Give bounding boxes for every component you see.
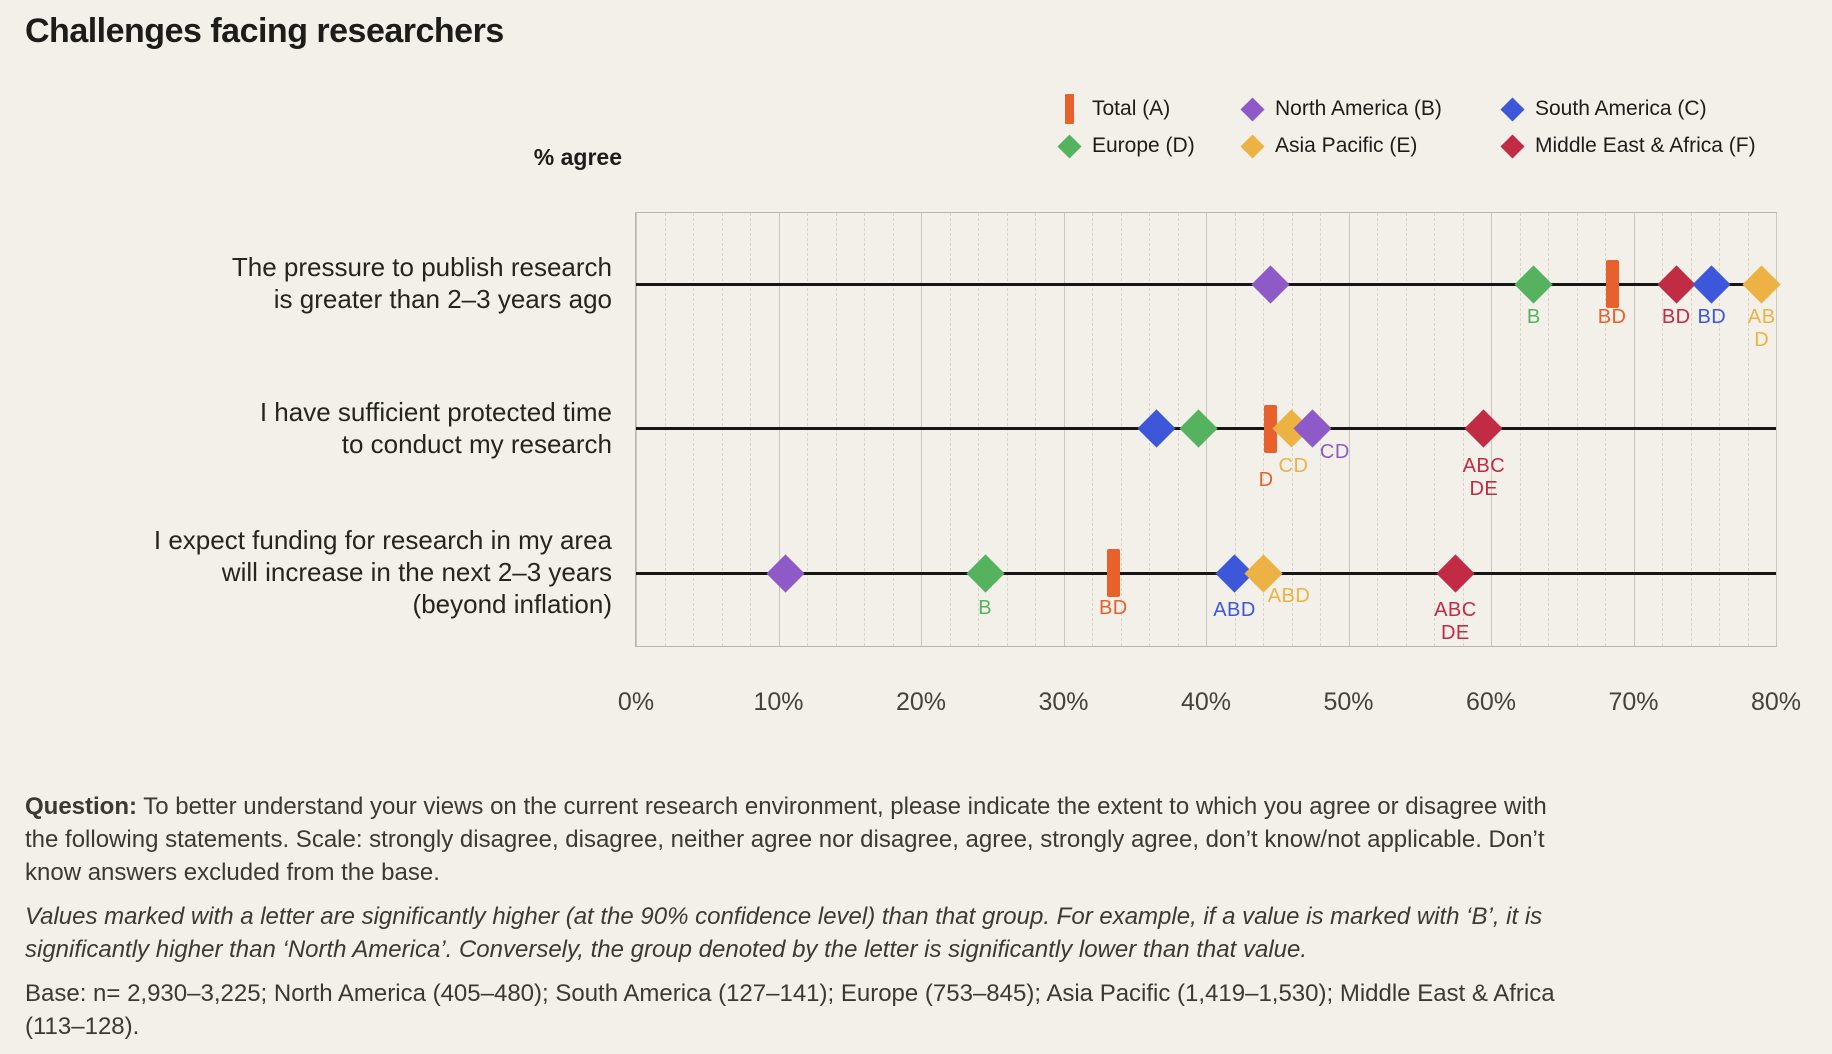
significance-label-line: BD	[1697, 306, 1727, 328]
marker-d-diamond	[1179, 409, 1218, 448]
significance-label: BD	[1616, 306, 1736, 329]
significance-label: BD	[1652, 306, 1772, 329]
statement-label-line: will increase in the next 2–3 years	[221, 557, 612, 587]
marker-b-diamond	[1251, 264, 1290, 304]
significance-label: CD	[1234, 455, 1354, 478]
statement-label: I expect funding for research in my area…	[0, 524, 612, 620]
marker-total-bar	[1263, 404, 1277, 453]
x-axis-tick-label: 80%	[1750, 688, 1802, 716]
statement-label-line: The pressure to publish research	[231, 252, 612, 282]
x-axis-tick-label: 70%	[1608, 688, 1659, 716]
significance-label-line: ABD	[1267, 585, 1311, 607]
legend-label: North America (B)	[1275, 97, 1442, 120]
chart-legend: Total (A) North America (B) South America …	[1057, 94, 1756, 161]
statement-label-line: is greater than 2–3 years ago	[273, 284, 612, 314]
marker-total-bar	[1605, 260, 1619, 308]
legend-label: Europe (D)	[1092, 134, 1195, 157]
x-axis-tick-label: 40%	[1180, 688, 1232, 716]
axis-label-percent-agree: % agree	[533, 144, 622, 170]
significance-label-line: BD	[1098, 597, 1128, 619]
significance-label: ABD	[1229, 585, 1349, 608]
chart-plot-area: B BD BD BD AB D D CD CD ABC DE B BD ABD ABD ABC DE 0% 10% 2…	[618, 212, 1801, 716]
significance-label: BD	[1053, 597, 1173, 620]
footer-notes: Question: To better understand your view…	[25, 790, 1557, 1054]
marker-f-diamond	[1464, 409, 1503, 448]
significance-note: Values marked with a letter are signific…	[25, 903, 1543, 963]
significance-label: BD	[1552, 306, 1672, 329]
diamond-swatch-icon	[1240, 96, 1265, 122]
statement-label: The pressure to publish research is great…	[0, 251, 612, 315]
question-label: Question:	[25, 793, 137, 820]
significance-label-line: ABC	[1462, 454, 1506, 477]
legend-label: Total (A)	[1092, 97, 1171, 120]
significance-label: B	[1474, 306, 1594, 329]
bar-swatch-icon	[1065, 94, 1074, 124]
x-axis-tick-label: 10%	[753, 688, 804, 716]
significance-label-line: B	[978, 597, 993, 619]
statement-label-line: I have sufficient protected time	[259, 396, 612, 427]
statement-label-line: to conduct my research	[341, 428, 612, 459]
marker-b-diamond	[766, 553, 805, 593]
significance-label-line: D	[1258, 468, 1274, 491]
gridline-major	[1776, 213, 1777, 646]
legend-label: South America (C)	[1535, 97, 1707, 120]
diamond-swatch-icon	[1057, 133, 1082, 159]
legend-item-e: Asia Pacific (E)	[1240, 131, 1501, 161]
diamond-swatch-icon	[1240, 133, 1265, 159]
significance-label-line: DE	[1469, 477, 1499, 500]
significance-label: ABC DE	[1424, 455, 1544, 501]
statement-label-line: I expect funding for research in my area	[153, 525, 612, 555]
significance-label-line: DE	[1440, 622, 1470, 644]
base-note: Base: n= 2,930–3,225; North America (405…	[25, 980, 1555, 1040]
legend-label: Middle East & Africa (F)	[1535, 134, 1756, 157]
question-paragraph: Question: To better understand your view…	[25, 790, 1557, 889]
significance-label-line: BD	[1661, 306, 1691, 328]
statement-label-line: (beyond inflation)	[412, 589, 612, 619]
page-title: Challenges facing researchers	[25, 12, 504, 50]
diamond-swatch-icon	[1500, 133, 1525, 159]
significance-label-line: CD	[1278, 454, 1309, 477]
significance-label: CD	[1275, 441, 1395, 464]
marker-d-diamond	[966, 553, 1005, 593]
significance-label: ABD	[1175, 599, 1295, 622]
x-axis-tick-label: 50%	[1323, 688, 1374, 716]
significance-label-line: BD	[1597, 306, 1627, 328]
marker-c-diamond	[1692, 264, 1731, 304]
statement-baseline	[636, 282, 1776, 286]
significance-label-line: ABD	[1213, 599, 1256, 621]
x-axis-tick-label: 30%	[1038, 688, 1089, 716]
legend-item-c: South America (C)	[1500, 94, 1756, 124]
question-text: To better understand your views on the c…	[25, 793, 1547, 886]
significance-label: ABC DE	[1395, 599, 1515, 645]
significance-label-line: ABC	[1434, 599, 1477, 621]
legend-label: Asia Pacific (E)	[1275, 134, 1418, 157]
legend-item-f: Middle East & Africa (F)	[1500, 131, 1756, 161]
significance-label-line: D	[1754, 329, 1770, 351]
legend-item-d: Europe (D)	[1057, 131, 1241, 161]
marker-c-diamond	[1137, 409, 1176, 448]
x-axis-tick-label: 0%	[617, 688, 655, 716]
significance-label: B	[925, 597, 1045, 620]
marker-f-diamond	[1436, 553, 1475, 593]
x-axis-tick-label: 60%	[1465, 688, 1517, 716]
marker-total-bar	[1106, 549, 1120, 597]
significance-label-line: CD	[1319, 440, 1350, 463]
legend-item-a: Total (A)	[1058, 94, 1241, 124]
legend-item-b: North America (B)	[1240, 94, 1501, 124]
statement-label: I have sufficient protected time to condu…	[0, 396, 612, 460]
statement-baseline	[636, 571, 1776, 575]
significance-label-line: AB	[1747, 306, 1776, 328]
x-axis-tick-label: 20%	[895, 688, 947, 716]
diamond-swatch-icon	[1500, 96, 1525, 122]
significance-label-line: B	[1526, 306, 1541, 328]
significance-label: D	[1206, 469, 1326, 492]
